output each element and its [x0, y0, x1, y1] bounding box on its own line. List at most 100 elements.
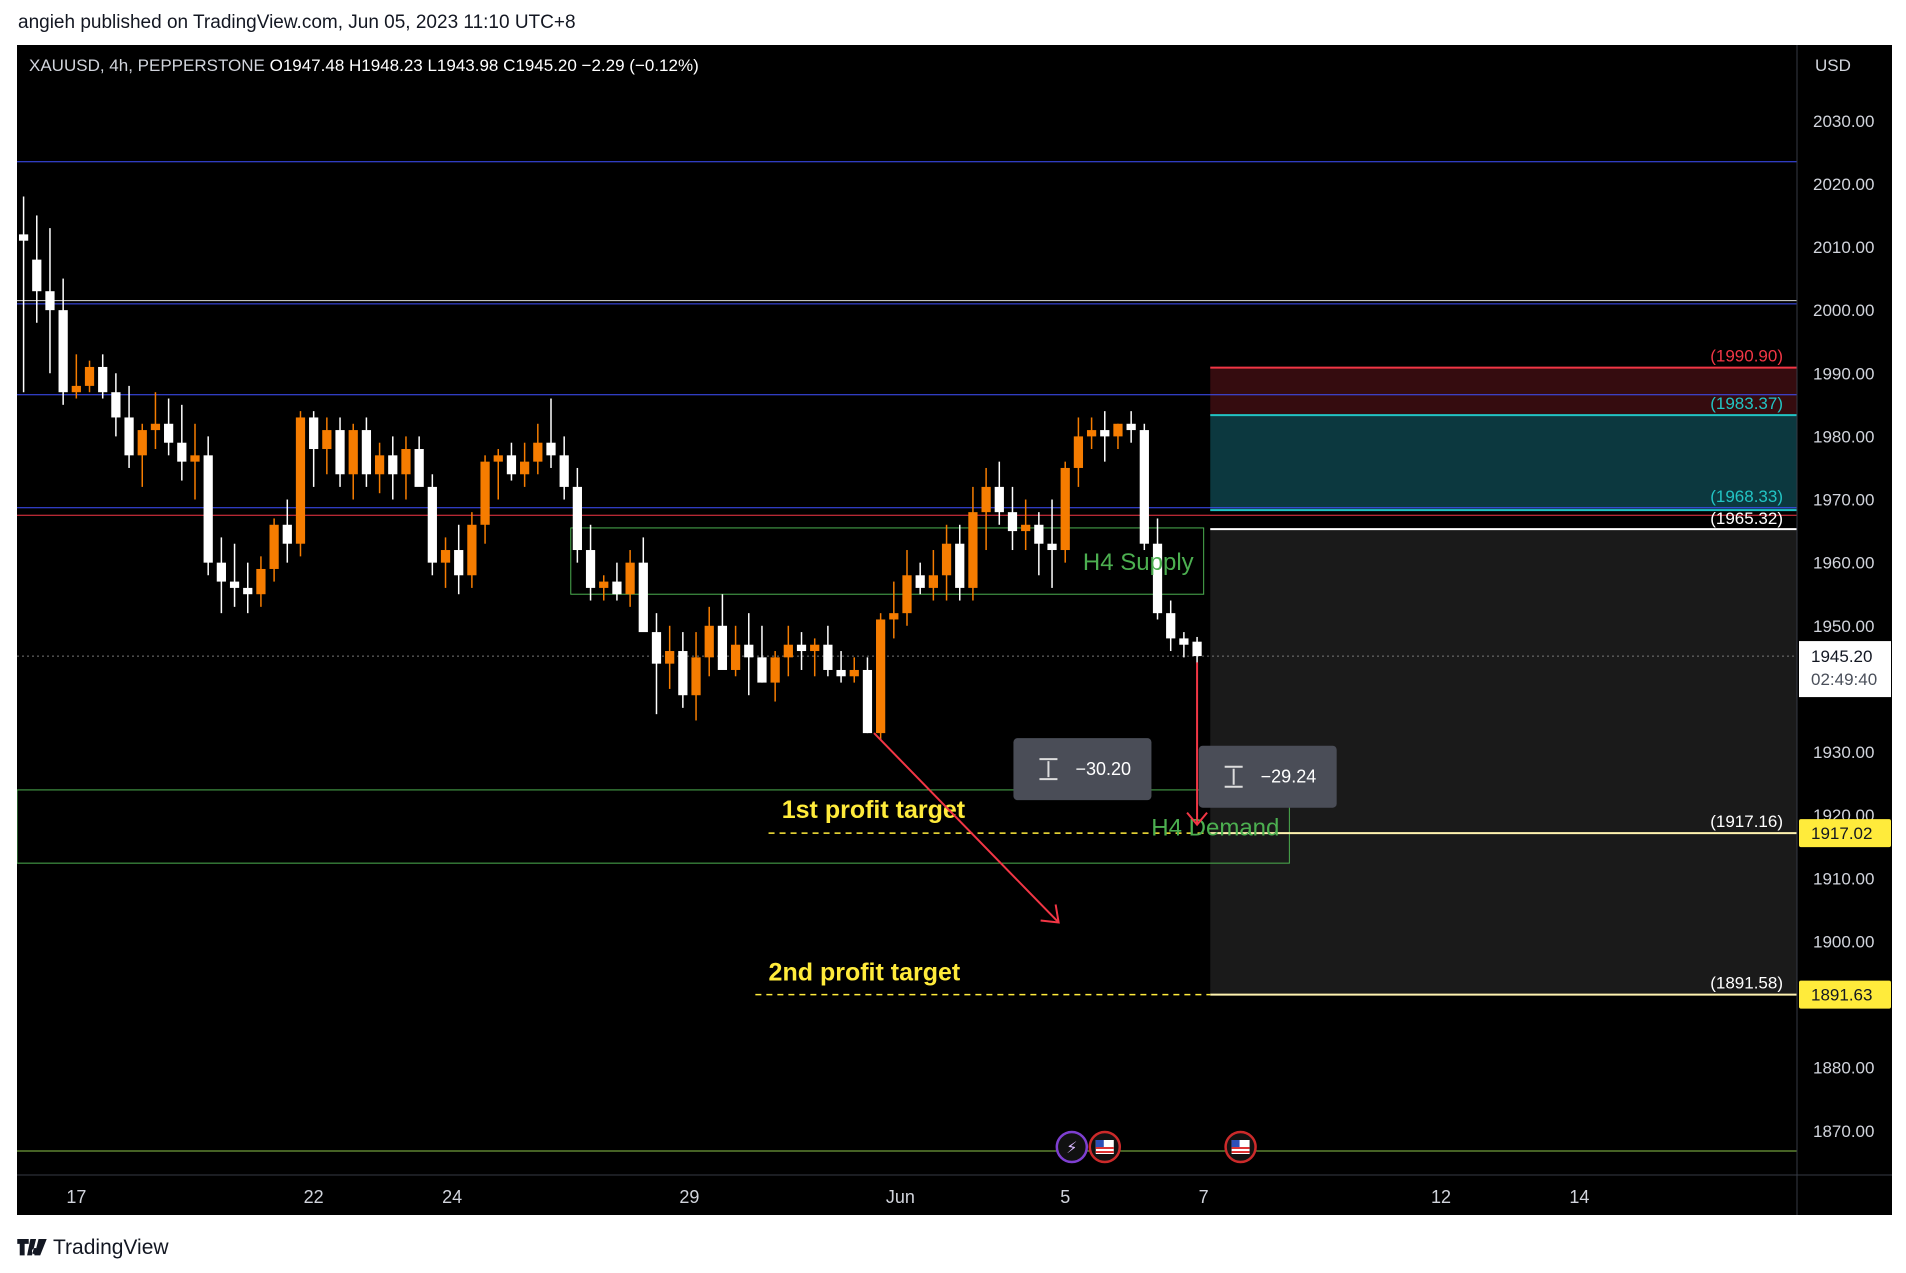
candle-body [810, 644, 820, 652]
position-level-label: (1968.33) [1710, 487, 1783, 506]
target1-price-tag [1799, 819, 1891, 848]
price-tick-label: 1990.00 [1813, 364, 1874, 383]
time-tick-label: 14 [1569, 1187, 1589, 1207]
candle-body [440, 550, 451, 563]
open-value: O1947.48 [265, 56, 344, 75]
candle-body [678, 651, 688, 696]
price-tick-label: 1960.00 [1813, 554, 1874, 573]
time-tick-label: 22 [304, 1187, 324, 1207]
horizontal-lines-layer [17, 161, 1797, 1152]
projection-arrow-1 [873, 732, 1060, 924]
candle-body [348, 430, 358, 475]
candle-body [862, 669, 873, 734]
teal-zone [1210, 415, 1797, 511]
candle-body [744, 644, 754, 658]
candle-body [665, 651, 675, 664]
zone-box [570, 527, 1205, 595]
candle-body [889, 613, 899, 620]
measure-label-a-box [1013, 738, 1152, 801]
candle-body [717, 625, 728, 670]
candle-body [994, 486, 1004, 513]
candle-body [374, 455, 385, 475]
tradingview-logo-text: TradingView [53, 1236, 169, 1259]
candle-body [757, 657, 767, 683]
candle-body [309, 417, 319, 450]
candle-body [691, 657, 701, 696]
price-tick-label: 1930.00 [1813, 743, 1874, 762]
symbol-name: XAUUSD, 4h, PEPPERSTONE [29, 56, 265, 75]
price-tick-label: 1910.00 [1813, 869, 1874, 888]
tradingview-logo[interactable]: TradingView [17, 1236, 169, 1260]
time-tick-label: 5 [1060, 1187, 1070, 1207]
price-tick-label: 1880.00 [1813, 1059, 1874, 1078]
candle-body [467, 524, 477, 576]
candle-body [955, 543, 965, 588]
candle-body [981, 486, 991, 513]
candle-body [1152, 543, 1163, 614]
candle-body [177, 442, 187, 462]
measure-label-b-box [1198, 745, 1337, 808]
candle-body [1126, 423, 1136, 431]
candle-body [216, 562, 226, 582]
candle-body [783, 644, 793, 658]
candle-body [849, 669, 859, 677]
candle-body [836, 669, 846, 677]
candle-body [322, 430, 332, 450]
candle-body [1086, 430, 1097, 437]
us-flag-icon [1095, 1140, 1104, 1147]
high-value: H1948.23 [344, 56, 422, 75]
measure-label-a: −30.20 [1075, 759, 1131, 779]
time-tick-label: 29 [679, 1187, 699, 1207]
candle-body [572, 486, 582, 551]
first-profit-target-label: 1st profit target [782, 796, 966, 824]
candle-body [1100, 430, 1110, 437]
candle-body [599, 581, 609, 588]
symbol-ohlc-line: XAUUSD, 4h, PEPPERSTONE O1947.48 H1948.2… [29, 56, 699, 75]
candle-body [1021, 524, 1031, 532]
position-level-label: (1965.32) [1710, 509, 1783, 528]
candle-body [150, 423, 161, 431]
candle-body [427, 486, 437, 563]
candle-body [98, 366, 108, 393]
candle-body [1073, 436, 1084, 468]
price-tick-label: 1870.00 [1813, 1122, 1874, 1141]
last-price-value: 1945.20 [1811, 647, 1872, 666]
candle-body [585, 550, 596, 588]
candle-body [1166, 613, 1176, 639]
time-tick-label: 24 [442, 1187, 462, 1207]
tradingview-logo-icon [17, 1239, 47, 1256]
candle-body [414, 449, 424, 487]
candle-body [704, 625, 714, 658]
second-profit-target-label: 2nd profit target [769, 959, 961, 987]
publish-header: angieh published on TradingView.com, Jun… [18, 12, 576, 33]
candle-body [335, 430, 345, 475]
chart-background [17, 45, 1892, 1215]
candle-body [612, 581, 622, 595]
candle-body [124, 417, 134, 456]
candle-body [730, 644, 741, 670]
candle-body [32, 259, 42, 292]
candle-body [190, 455, 200, 462]
candle-body [164, 423, 174, 443]
target2-price-tag [1799, 980, 1891, 1009]
candle-body [493, 455, 503, 462]
lightning-icon: ⚡ [1066, 1138, 1077, 1157]
candle-body [625, 562, 635, 595]
candle-body [18, 234, 29, 241]
candle-body [941, 543, 952, 576]
time-tick-label: 7 [1199, 1187, 1209, 1207]
price-tick-label: 2010.00 [1813, 238, 1874, 257]
price-chart[interactable]: (1990.90) (1983.37) (1968.33) (1965.32) (191… [17, 45, 1892, 1215]
candle-body [770, 657, 780, 683]
stop-zone [1210, 367, 1797, 416]
candle-body [256, 568, 266, 595]
bar-countdown: 02:49:40 [1811, 670, 1877, 689]
candle-body [1192, 641, 1202, 657]
zones-layer [17, 367, 1797, 995]
candle-body [823, 644, 833, 670]
price-tick-label: 2000.00 [1813, 301, 1874, 320]
price-tick-label: 1970.00 [1813, 491, 1874, 510]
axes-layer: 2030.00 2020.00 2010.00 2000.00 1990.00 1980.… [17, 45, 1892, 1215]
candle-body [243, 587, 253, 595]
candle-body [45, 291, 55, 311]
